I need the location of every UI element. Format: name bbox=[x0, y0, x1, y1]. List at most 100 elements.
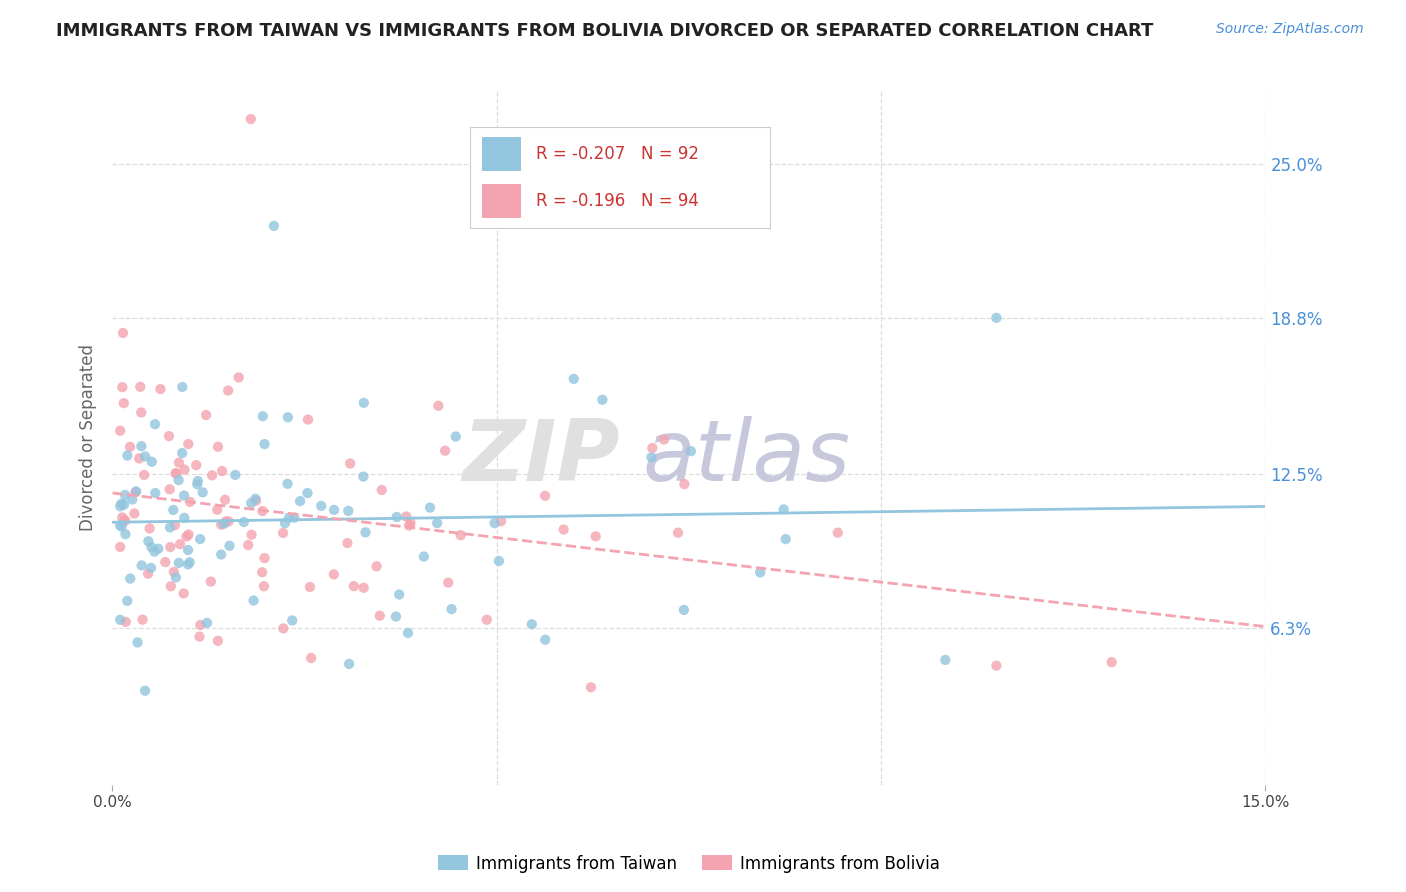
Point bbox=[399, 516, 422, 530]
Point bbox=[112, 513, 135, 527]
Point bbox=[118, 440, 141, 454]
Point bbox=[141, 540, 163, 554]
Point bbox=[167, 456, 190, 470]
Point bbox=[134, 683, 156, 698]
Point bbox=[368, 608, 391, 623]
Text: R = -0.196   N = 94: R = -0.196 N = 94 bbox=[536, 192, 699, 211]
Point bbox=[238, 538, 260, 552]
Point bbox=[128, 451, 150, 466]
Point bbox=[209, 548, 232, 562]
Point bbox=[337, 504, 360, 518]
Point bbox=[136, 566, 159, 581]
Point bbox=[108, 540, 131, 554]
Point bbox=[165, 467, 187, 481]
Point bbox=[179, 555, 201, 569]
Point bbox=[173, 511, 195, 525]
Point bbox=[218, 539, 240, 553]
Point bbox=[672, 603, 695, 617]
Point bbox=[127, 635, 149, 649]
Point bbox=[141, 455, 163, 469]
Text: ZIP: ZIP bbox=[463, 417, 620, 500]
Legend: Immigrants from Taiwan, Immigrants from Bolivia: Immigrants from Taiwan, Immigrants from … bbox=[432, 848, 946, 880]
Point bbox=[111, 519, 134, 533]
Point bbox=[585, 529, 607, 543]
Point bbox=[167, 473, 190, 487]
Point bbox=[162, 503, 184, 517]
Point bbox=[114, 615, 136, 629]
Point bbox=[125, 484, 148, 499]
Point bbox=[112, 396, 135, 410]
Point bbox=[191, 485, 214, 500]
Point bbox=[149, 382, 172, 396]
Point bbox=[143, 544, 166, 558]
Point bbox=[336, 536, 359, 550]
Point bbox=[250, 566, 273, 580]
Point bbox=[271, 525, 294, 540]
Point bbox=[277, 476, 299, 491]
Point bbox=[427, 399, 450, 413]
Point bbox=[366, 559, 388, 574]
Point bbox=[172, 446, 194, 460]
Point bbox=[148, 541, 170, 556]
Point bbox=[207, 440, 229, 454]
Point bbox=[323, 503, 346, 517]
Point bbox=[299, 651, 322, 665]
Point bbox=[281, 614, 304, 628]
Point bbox=[253, 551, 276, 566]
Point bbox=[772, 502, 794, 516]
Point bbox=[641, 441, 664, 455]
Point bbox=[195, 615, 218, 630]
Point bbox=[131, 405, 153, 419]
Point bbox=[245, 491, 267, 506]
Point bbox=[252, 504, 274, 518]
Point bbox=[322, 567, 344, 582]
Point bbox=[354, 525, 377, 540]
Point bbox=[157, 429, 180, 443]
Point bbox=[484, 516, 506, 531]
Point bbox=[562, 372, 585, 386]
Point bbox=[215, 515, 238, 529]
Point bbox=[278, 510, 301, 524]
Point bbox=[163, 565, 186, 579]
Point bbox=[129, 380, 152, 394]
Point bbox=[114, 527, 136, 541]
Point bbox=[337, 657, 360, 671]
Point bbox=[252, 409, 274, 424]
Point bbox=[186, 458, 208, 472]
Point bbox=[398, 518, 420, 533]
Point bbox=[131, 558, 153, 573]
Point bbox=[124, 485, 146, 500]
Point bbox=[172, 380, 194, 394]
Point bbox=[139, 561, 162, 575]
Point bbox=[117, 594, 139, 608]
Point bbox=[159, 540, 181, 554]
Point bbox=[108, 424, 131, 438]
Point bbox=[218, 514, 240, 528]
Point bbox=[444, 429, 467, 443]
Point bbox=[434, 443, 457, 458]
Point bbox=[159, 520, 181, 534]
Point bbox=[179, 495, 201, 509]
Point bbox=[239, 112, 262, 126]
Point bbox=[167, 556, 190, 570]
Point bbox=[426, 516, 449, 530]
Point bbox=[165, 466, 187, 480]
Point bbox=[277, 410, 299, 425]
Point bbox=[207, 502, 229, 516]
Point bbox=[187, 474, 209, 488]
Point bbox=[177, 543, 200, 558]
Point bbox=[186, 477, 208, 491]
Point bbox=[749, 566, 772, 580]
Point bbox=[211, 464, 233, 478]
Point bbox=[343, 579, 366, 593]
Point bbox=[534, 489, 557, 503]
Point bbox=[177, 437, 200, 451]
Point bbox=[169, 537, 191, 551]
Point bbox=[385, 510, 408, 524]
Point bbox=[134, 467, 156, 482]
Point bbox=[534, 632, 557, 647]
Point bbox=[165, 570, 187, 584]
Point bbox=[353, 581, 375, 595]
Y-axis label: Divorced or Separated: Divorced or Separated bbox=[79, 343, 97, 531]
Point bbox=[253, 579, 276, 593]
